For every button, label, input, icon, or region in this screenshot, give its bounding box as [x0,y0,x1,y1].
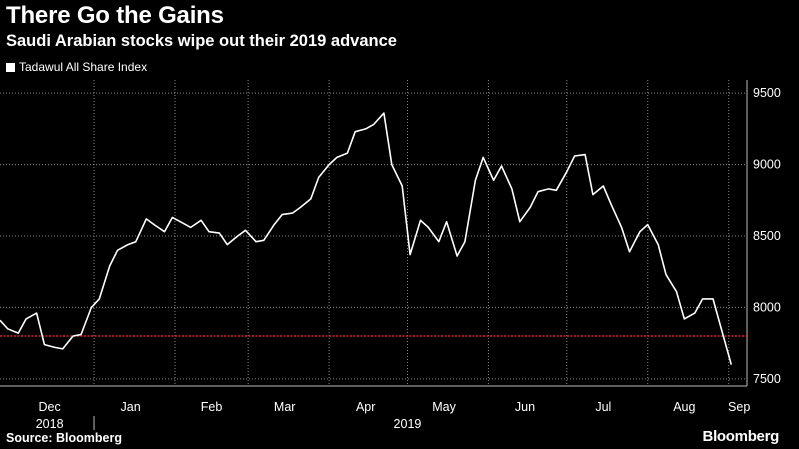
legend: Tadawul All Share Index [6,60,147,74]
x-tick-label: May [432,400,456,414]
y-tick-label: 8000 [753,300,781,314]
legend-label: Tadawul All Share Index [19,60,148,74]
x-tick-label: Aug [673,400,695,414]
y-tick-label: 8500 [753,229,781,243]
y-tick-label: 7500 [753,372,781,386]
x-tick-label: Dec [39,400,61,414]
chart-subtitle: Saudi Arabian stocks wipe out their 2019… [6,32,397,50]
year-label: 2019 [394,417,422,431]
y-tick-label: 9000 [753,158,781,172]
bloomberg-logo: Bloomberg [702,428,780,445]
year-label: 2018 [36,417,64,431]
chart-title: There Go the Gains [6,2,224,29]
y-tick-label: 9500 [753,86,781,100]
x-tick-label: Jul [595,400,611,414]
source-note: Source: Bloomberg [6,431,122,445]
x-tick-label: Feb [201,400,223,414]
x-tick-label: Jan [121,400,141,414]
x-tick-label: Sep [728,400,750,414]
x-tick-label: Jun [515,400,535,414]
x-tick-label: Mar [274,400,296,414]
x-tick-label: Apr [356,400,375,414]
series-line-tadawul [0,112,733,365]
legend-swatch-icon [6,62,15,72]
